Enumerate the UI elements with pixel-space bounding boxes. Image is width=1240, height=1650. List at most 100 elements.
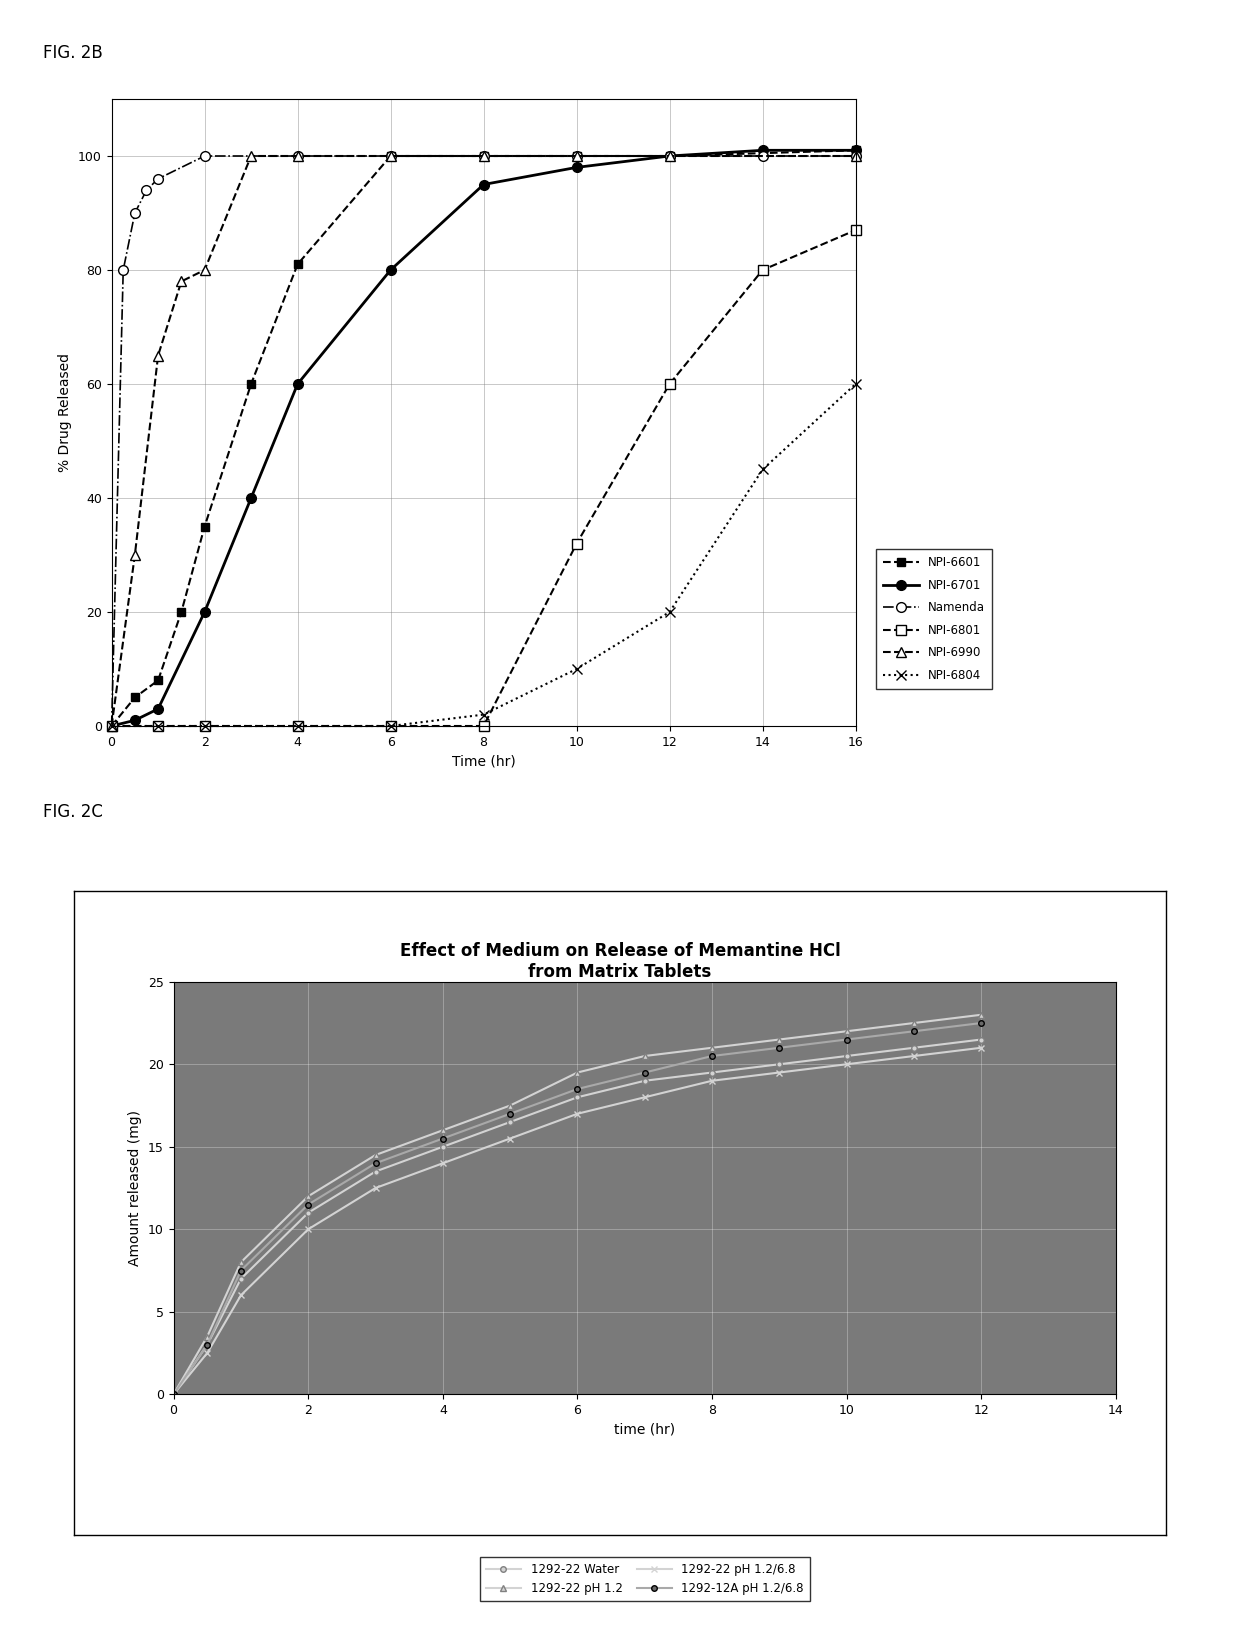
1292-12A pH 1.2/6.8 [233,1261,248,1280]
1292-22 pH 1.2/6.8 [906,1046,921,1066]
1292-22 Water [773,1054,787,1074]
NPI-6601 [848,140,863,160]
1292-12A pH 1.2/6.8 [166,1384,181,1404]
1292-12A pH 1.2/6.8 [906,1021,921,1041]
NPI-6701 [848,140,863,160]
NPI-6701 [569,157,584,177]
NPI-6804 [476,705,491,724]
NPI-6804 [197,716,212,736]
NPI-6701 [755,140,770,160]
1292-22 pH 1.2 [773,1030,787,1049]
NPI-6601 [104,716,119,736]
NPI-6804 [848,375,863,394]
1292-22 pH 1.2 [166,1384,181,1404]
1292-12A pH 1.2/6.8 [637,1063,652,1082]
NPI-6801 [476,716,491,736]
1292-12A pH 1.2/6.8 [435,1129,450,1148]
1292-12A pH 1.2/6.8 [570,1079,585,1099]
1292-22 Water [301,1203,316,1223]
NPI-6990 [243,147,258,167]
1292-12A pH 1.2/6.8 [773,1038,787,1058]
NPI-6801 [662,375,677,394]
1292-22 pH 1.2 [301,1186,316,1206]
1292-22 pH 1.2/6.8 [704,1071,719,1091]
1292-12A pH 1.2/6.8 [973,1013,988,1033]
NPI-6601 [128,688,143,708]
X-axis label: Time (hr): Time (hr) [451,754,516,769]
1292-22 pH 1.2/6.8 [839,1054,854,1074]
1292-12A pH 1.2/6.8 [200,1335,215,1355]
Legend: NPI-6601, NPI-6701, Namenda, NPI-6801, NPI-6990, NPI-6804: NPI-6601, NPI-6701, Namenda, NPI-6801, N… [877,549,992,688]
1292-22 pH 1.2 [502,1096,517,1115]
NPI-6801 [848,219,863,239]
1292-22 pH 1.2/6.8 [570,1104,585,1124]
1292-22 pH 1.2/6.8 [435,1153,450,1173]
NPI-6601 [174,602,188,622]
1292-22 pH 1.2 [704,1038,719,1058]
NPI-6804 [151,716,166,736]
NPI-6801 [151,716,166,736]
Namenda [197,147,212,167]
1292-22 Water [502,1112,517,1132]
NPI-6990 [197,261,212,280]
NPI-6801 [383,716,398,736]
1292-22 pH 1.2 [973,1005,988,1025]
Line: NPI-6801: NPI-6801 [107,226,861,731]
NPI-6801 [569,533,584,553]
1292-22 pH 1.2/6.8 [773,1063,787,1082]
Line: 1292-12A pH 1.2/6.8: 1292-12A pH 1.2/6.8 [171,1020,985,1398]
1292-22 Water [570,1087,585,1107]
NPI-6701 [151,700,166,719]
NPI-6801 [197,716,212,736]
1292-22 Water [839,1046,854,1066]
1292-22 pH 1.2 [906,1013,921,1033]
1292-22 pH 1.2/6.8 [301,1219,316,1239]
Namenda [151,168,166,188]
Line: 1292-22 Water: 1292-22 Water [171,1036,985,1398]
NPI-6701 [128,711,143,731]
Namenda [569,147,584,167]
1292-22 pH 1.2 [435,1120,450,1140]
NPI-6990 [290,147,305,167]
NPI-6801 [290,716,305,736]
NPI-6601 [383,147,398,167]
1292-22 pH 1.2/6.8 [502,1129,517,1148]
NPI-6990 [569,147,584,167]
Line: Namenda: Namenda [107,152,861,731]
1292-22 Water [435,1137,450,1157]
1292-22 pH 1.2/6.8 [233,1285,248,1305]
Namenda [128,203,143,223]
1292-22 pH 1.2 [637,1046,652,1066]
1292-22 Water [973,1030,988,1049]
NPI-6701 [243,488,258,508]
1292-12A pH 1.2/6.8 [839,1030,854,1049]
Namenda [662,147,677,167]
1292-22 pH 1.2/6.8 [368,1178,383,1198]
1292-22 pH 1.2/6.8 [200,1343,215,1363]
1292-22 Water [166,1384,181,1404]
NPI-6601 [476,147,491,167]
NPI-6804 [662,602,677,622]
Namenda [290,147,305,167]
Namenda [139,180,154,200]
1292-22 pH 1.2/6.8 [637,1087,652,1107]
Namenda [115,261,130,280]
1292-22 pH 1.2/6.8 [973,1038,988,1058]
1292-12A pH 1.2/6.8 [704,1046,719,1066]
X-axis label: time (hr): time (hr) [614,1422,676,1437]
NPI-6804 [755,460,770,480]
Y-axis label: % Drug Released: % Drug Released [58,353,72,472]
NPI-6701 [383,261,398,280]
NPI-6990 [476,147,491,167]
NPI-6701 [197,602,212,622]
Namenda [848,147,863,167]
1292-22 Water [233,1269,248,1289]
NPI-6701 [476,175,491,195]
Text: FIG. 2B: FIG. 2B [43,45,103,61]
Namenda [476,147,491,167]
Namenda [755,147,770,167]
NPI-6804 [104,716,119,736]
NPI-6601 [243,375,258,394]
Namenda [104,716,119,736]
1292-22 Water [200,1335,215,1355]
